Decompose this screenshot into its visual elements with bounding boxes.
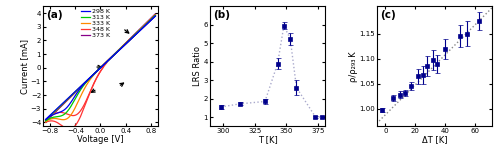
Line: 373 K: 373 K xyxy=(46,14,156,121)
298 K xyxy=(42,118,48,120)
348 K xyxy=(42,119,48,121)
Text: (c): (c) xyxy=(380,10,396,20)
313 K xyxy=(152,15,158,16)
Y-axis label: LRS Ratio: LRS Ratio xyxy=(193,46,202,86)
Text: (a): (a) xyxy=(46,10,62,20)
X-axis label: ΔT [K]: ΔT [K] xyxy=(422,135,448,144)
Legend: 298 K, 313 K, 333 K, 348 K, 373 K: 298 K, 313 K, 333 K, 348 K, 373 K xyxy=(80,8,111,39)
373 K xyxy=(150,16,156,18)
348 K xyxy=(150,17,156,19)
348 K xyxy=(152,15,158,17)
373 K xyxy=(132,33,138,34)
333 K xyxy=(132,33,138,35)
333 K xyxy=(102,62,108,64)
Text: (b): (b) xyxy=(213,10,230,20)
Line: 313 K: 313 K xyxy=(46,15,156,120)
298 K xyxy=(96,69,102,71)
Y-axis label: ρ/ρ₂₉₃ K: ρ/ρ₂₉₃ K xyxy=(349,51,358,82)
Line: 333 K: 333 K xyxy=(46,15,156,121)
333 K xyxy=(96,69,102,71)
Line: 298 K: 298 K xyxy=(46,16,156,119)
313 K xyxy=(102,62,108,64)
313 K xyxy=(96,69,102,71)
Y-axis label: Current [mA]: Current [mA] xyxy=(20,39,30,94)
313 K xyxy=(132,33,138,35)
X-axis label: Voltage [V]: Voltage [V] xyxy=(77,135,124,144)
373 K xyxy=(94,70,100,71)
348 K xyxy=(102,64,108,66)
333 K xyxy=(94,69,100,71)
333 K xyxy=(108,57,114,59)
313 K xyxy=(94,69,100,71)
348 K xyxy=(94,75,100,77)
298 K xyxy=(152,15,158,17)
348 K xyxy=(132,33,138,35)
298 K xyxy=(108,57,114,59)
373 K xyxy=(152,13,158,15)
Line: 348 K: 348 K xyxy=(46,16,156,120)
333 K xyxy=(152,14,158,16)
298 K xyxy=(150,18,156,20)
333 K xyxy=(150,16,156,18)
348 K xyxy=(108,57,114,59)
X-axis label: T [K]: T [K] xyxy=(258,135,278,144)
373 K xyxy=(102,62,108,64)
298 K xyxy=(94,69,100,71)
313 K xyxy=(108,57,114,59)
313 K xyxy=(150,17,156,19)
333 K xyxy=(42,120,48,122)
348 K xyxy=(96,74,102,76)
313 K xyxy=(42,119,48,121)
373 K xyxy=(108,57,114,58)
298 K xyxy=(102,63,108,64)
373 K xyxy=(96,69,102,71)
298 K xyxy=(132,34,138,36)
373 K xyxy=(42,120,48,122)
